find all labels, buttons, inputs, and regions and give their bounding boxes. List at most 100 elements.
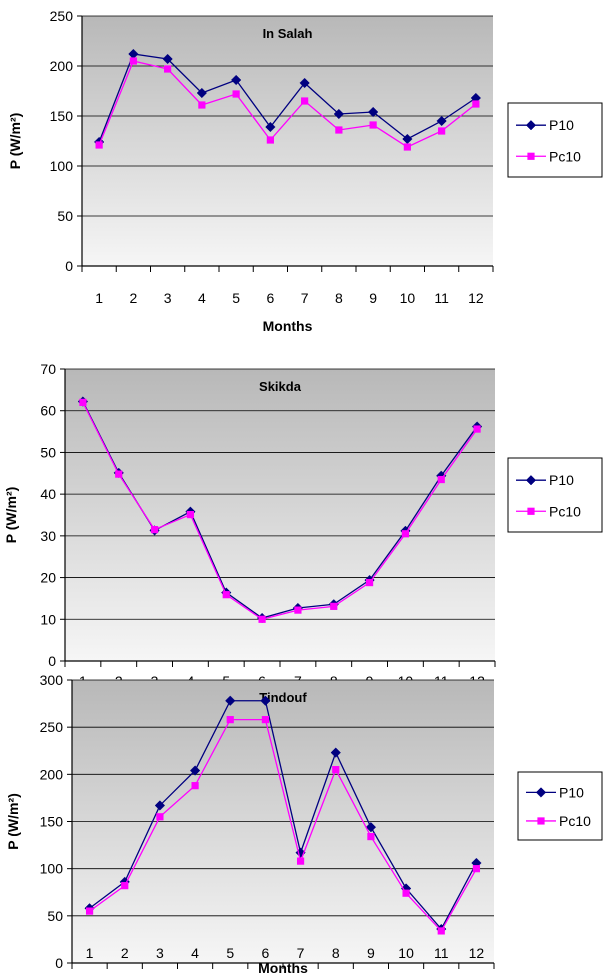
data-point-pc10 xyxy=(402,889,410,897)
data-point-pc10 xyxy=(294,606,302,614)
data-point-p10 xyxy=(365,822,377,833)
data-point-pc10 xyxy=(401,530,410,538)
y-tick-label: 50 xyxy=(47,908,63,924)
y-tick-label: 0 xyxy=(55,955,63,971)
data-point-pc10 xyxy=(95,141,103,149)
series-p10 xyxy=(84,695,482,935)
legend-label-p10: P10 xyxy=(549,472,574,488)
series-p10 xyxy=(93,48,482,148)
y-tick-label: 20 xyxy=(40,570,56,586)
data-point-pc10 xyxy=(330,602,338,610)
data-point-pc10 xyxy=(232,90,240,98)
y-tick-label: 300 xyxy=(40,672,64,688)
data-point-pc10 xyxy=(258,615,266,623)
data-point-pc10 xyxy=(150,526,159,534)
y-tick-label: 0 xyxy=(48,653,56,669)
data-point-p10 xyxy=(196,87,208,99)
data-point-p10 xyxy=(436,115,447,127)
plot-area xyxy=(65,369,495,661)
data-point-pc10 xyxy=(367,832,375,841)
series-line-pc10 xyxy=(98,60,477,148)
data-point-p10 xyxy=(230,74,242,86)
y-tick-label: 250 xyxy=(40,719,64,735)
x-tick-label: 5 xyxy=(226,945,234,961)
data-point-p10 xyxy=(330,747,341,758)
y-tick-label: 200 xyxy=(50,58,74,74)
data-point-pc10 xyxy=(437,927,445,935)
data-point-pc10 xyxy=(79,398,87,406)
series-pc10 xyxy=(85,716,481,935)
x-tick-label: 5 xyxy=(232,290,240,306)
data-point-pc10 xyxy=(129,57,137,65)
data-point-pc10 xyxy=(115,470,123,478)
legend: P10 Pc10 xyxy=(517,771,603,841)
legend-label-pc10: Pc10 xyxy=(549,503,581,519)
y-axis-label: P (W/m²) xyxy=(3,487,19,544)
data-point-pc10 xyxy=(266,136,274,144)
data-point-p10 xyxy=(333,108,345,120)
x-tick-label: 1 xyxy=(86,945,94,961)
chart-svg-skikda: 010203040506070123456789101112SkikdaMont… xyxy=(3,361,603,706)
data-point-pc10 xyxy=(121,882,129,890)
y-tick-label: 150 xyxy=(40,814,64,830)
y-tick-label: 100 xyxy=(50,158,74,174)
x-tick-label: 2 xyxy=(129,290,137,306)
data-point-pc10 xyxy=(365,578,374,587)
data-point-p10 xyxy=(154,800,166,811)
series-line-p10 xyxy=(98,53,477,143)
x-tick-label: 7 xyxy=(297,945,305,961)
data-point-p10 xyxy=(367,106,379,118)
legend-label-p10: P10 xyxy=(549,117,574,133)
chart-title: Skikda xyxy=(259,379,302,394)
x-tick-label: 7 xyxy=(301,290,309,306)
legend-label-pc10: Pc10 xyxy=(559,813,591,829)
legend-marker-pc10 xyxy=(527,152,535,160)
legend-marker-p10 xyxy=(525,120,537,131)
y-tick-label: 70 xyxy=(40,361,56,377)
data-point-pc10 xyxy=(156,813,164,821)
data-point-pc10 xyxy=(301,97,309,105)
x-tick-label: 8 xyxy=(335,290,343,306)
y-axis-label: P (W/m²) xyxy=(7,113,23,170)
data-point-pc10 xyxy=(472,100,480,108)
x-tick-label: 1 xyxy=(95,290,103,306)
data-point-pc10 xyxy=(369,121,377,129)
y-tick-label: 250 xyxy=(50,8,74,24)
x-tick-label: 6 xyxy=(266,290,274,306)
chart-skikda: 010203040506070123456789101112SkikdaMont… xyxy=(0,355,616,706)
series-pc10 xyxy=(79,398,481,623)
x-axis-label: Months xyxy=(258,960,308,976)
chart-title: In Salah xyxy=(263,26,313,41)
y-tick-label: 100 xyxy=(40,861,64,877)
x-tick-label: 12 xyxy=(469,945,485,961)
y-tick-label: 150 xyxy=(50,108,74,124)
data-point-p10 xyxy=(265,121,276,133)
legend-marker-pc10 xyxy=(527,507,535,515)
x-tick-label: 9 xyxy=(367,945,375,961)
series-pc10 xyxy=(95,57,480,151)
y-tick-label: 60 xyxy=(40,403,56,419)
data-point-pc10 xyxy=(85,907,94,915)
legend-marker-p10 xyxy=(525,475,537,486)
chart-title: Tindouf xyxy=(259,690,307,705)
legend-marker-p10 xyxy=(535,787,547,798)
x-tick-label: 11 xyxy=(434,945,449,961)
x-tick-label: 9 xyxy=(369,290,377,306)
legend-box xyxy=(517,771,603,841)
chart-in-salah: 0 50 100 150 200 250 1 2 3 4 5 6 7 8 9 10 11 12 In Salah Mo… xyxy=(0,0,616,340)
y-tick-label: 10 xyxy=(40,611,56,627)
y-tick-label: 0 xyxy=(65,258,73,274)
chart-tindouf: 0 50 100 150 200 250 300 1 2 3 4 5 6 7 8 9 10 11 12 Tindouf… xyxy=(0,670,616,976)
legend-label-p10: P10 xyxy=(559,784,584,800)
x-tick-label: 4 xyxy=(198,290,206,306)
data-point-p10 xyxy=(225,695,236,706)
x-tick-label: 8 xyxy=(332,945,340,961)
legend: P10 Pc10 xyxy=(507,457,603,533)
data-point-pc10 xyxy=(438,127,446,135)
x-tick-label: 2 xyxy=(121,945,129,961)
y-tick-label: 30 xyxy=(40,528,56,544)
plot-area xyxy=(82,16,493,266)
y-axis-label: P (W/m²) xyxy=(5,793,21,850)
legend: P10 Pc10 xyxy=(507,102,603,178)
